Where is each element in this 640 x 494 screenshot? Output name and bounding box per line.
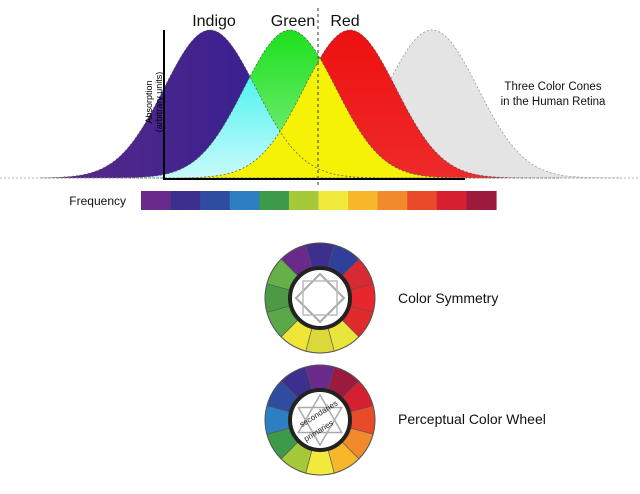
- cone-label-indigo: Indigo: [192, 13, 236, 30]
- symmetry-diamond: [294, 272, 346, 324]
- cone-label-red: Red: [330, 13, 359, 30]
- wheel-outer-ring: [264, 364, 376, 476]
- color-symmetry-wheel: [264, 242, 376, 354]
- spectrum-cell: [348, 191, 379, 210]
- frequency-spectrum-bar: [141, 191, 497, 210]
- caption-line2: in the Human Retina: [501, 96, 606, 108]
- y-axis-label-line2: (arbitrary units): [154, 72, 164, 133]
- spectrum-cell: [466, 191, 497, 210]
- green-curve-outline: [119, 29, 500, 179]
- spectrum-cell: [377, 191, 408, 210]
- y-axis-label-line1: Absorption: [144, 80, 154, 123]
- caption-line1: Three Color Cones: [504, 81, 601, 93]
- symmetry-square: [302, 280, 338, 316]
- wheel-inner-circle: [288, 266, 352, 330]
- cone-curves: [39, 29, 620, 179]
- wheel-outer-ring: [264, 242, 376, 354]
- spectrum-cell: [200, 191, 231, 210]
- ghost-cone-curve: [259, 29, 620, 179]
- frequency-label: Frequency: [69, 194, 126, 208]
- primaries-triangle: [296, 406, 344, 447]
- secondaries-triangle: [296, 393, 344, 434]
- wheel-inner-circle: [288, 388, 352, 452]
- wheel-caption-color-symmetry: Color Symmetry: [398, 290, 498, 306]
- spectrum-cell: [436, 191, 468, 210]
- cone-label-green: Green: [271, 13, 315, 30]
- red-curve-outline: [179, 29, 560, 179]
- spectrum-cell: [318, 191, 349, 210]
- spectrum-cell: [170, 191, 201, 210]
- spectrum-cell: [141, 191, 172, 210]
- indigo-cone-curve: [40, 30, 420, 178]
- wheel-caption-perceptual: Perceptual Color Wheel: [398, 411, 546, 427]
- indigo-curve-outline: [39, 29, 420, 179]
- spectrum-cell: [407, 191, 438, 210]
- spectrum-cell: [229, 191, 260, 210]
- spectrum-cell: [259, 191, 290, 210]
- y-axis-label: Absorption (arbitrary units): [144, 72, 164, 133]
- spectrum-cell: [288, 191, 320, 210]
